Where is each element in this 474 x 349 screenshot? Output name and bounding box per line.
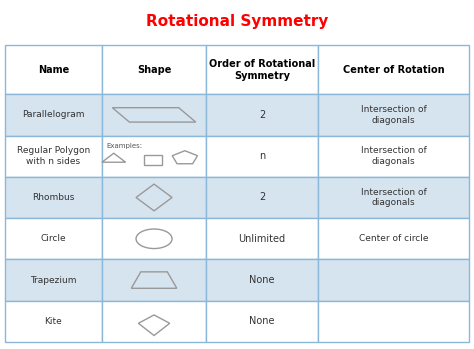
FancyBboxPatch shape <box>318 301 469 342</box>
Text: Kite: Kite <box>45 317 62 326</box>
FancyBboxPatch shape <box>318 218 469 259</box>
FancyBboxPatch shape <box>206 94 318 135</box>
FancyBboxPatch shape <box>318 45 469 94</box>
Text: Name: Name <box>38 65 69 75</box>
FancyBboxPatch shape <box>318 94 469 135</box>
FancyBboxPatch shape <box>102 94 206 135</box>
Text: Order of Rotational
Symmetry: Order of Rotational Symmetry <box>209 59 315 81</box>
FancyBboxPatch shape <box>102 259 206 301</box>
FancyBboxPatch shape <box>318 259 469 301</box>
FancyBboxPatch shape <box>206 177 318 218</box>
FancyBboxPatch shape <box>5 259 102 301</box>
Text: Parallelogram: Parallelogram <box>22 110 84 119</box>
FancyBboxPatch shape <box>102 177 206 218</box>
Text: Regular Polygon
with n sides: Regular Polygon with n sides <box>17 147 90 166</box>
FancyBboxPatch shape <box>206 218 318 259</box>
Text: Unlimited: Unlimited <box>238 234 285 244</box>
Text: Intersection of
diagonals: Intersection of diagonals <box>361 105 426 125</box>
FancyBboxPatch shape <box>206 135 318 177</box>
FancyBboxPatch shape <box>5 94 102 135</box>
FancyBboxPatch shape <box>206 259 318 301</box>
FancyBboxPatch shape <box>318 135 469 177</box>
Text: Rhombus: Rhombus <box>32 193 74 202</box>
Text: Intersection of
diagonals: Intersection of diagonals <box>361 188 426 207</box>
Text: Center of Rotation: Center of Rotation <box>343 65 444 75</box>
Text: 2: 2 <box>259 110 265 120</box>
Text: 2: 2 <box>259 193 265 202</box>
FancyBboxPatch shape <box>102 301 206 342</box>
Text: None: None <box>249 275 274 285</box>
Text: Circle: Circle <box>40 234 66 243</box>
FancyBboxPatch shape <box>102 218 206 259</box>
FancyBboxPatch shape <box>206 45 318 94</box>
FancyBboxPatch shape <box>102 135 206 177</box>
Text: Examples:: Examples: <box>107 143 143 149</box>
FancyBboxPatch shape <box>102 45 206 94</box>
FancyBboxPatch shape <box>5 45 102 94</box>
FancyBboxPatch shape <box>5 177 102 218</box>
FancyBboxPatch shape <box>5 218 102 259</box>
Text: Shape: Shape <box>137 65 171 75</box>
FancyBboxPatch shape <box>5 135 102 177</box>
Text: n: n <box>259 151 265 161</box>
Text: Trapezium: Trapezium <box>30 276 77 284</box>
Text: Intersection of
diagonals: Intersection of diagonals <box>361 147 426 166</box>
FancyBboxPatch shape <box>5 301 102 342</box>
FancyBboxPatch shape <box>206 301 318 342</box>
Text: Rotational Symmetry: Rotational Symmetry <box>146 14 328 29</box>
Text: None: None <box>249 317 274 326</box>
FancyBboxPatch shape <box>318 177 469 218</box>
Text: Center of circle: Center of circle <box>359 234 428 243</box>
